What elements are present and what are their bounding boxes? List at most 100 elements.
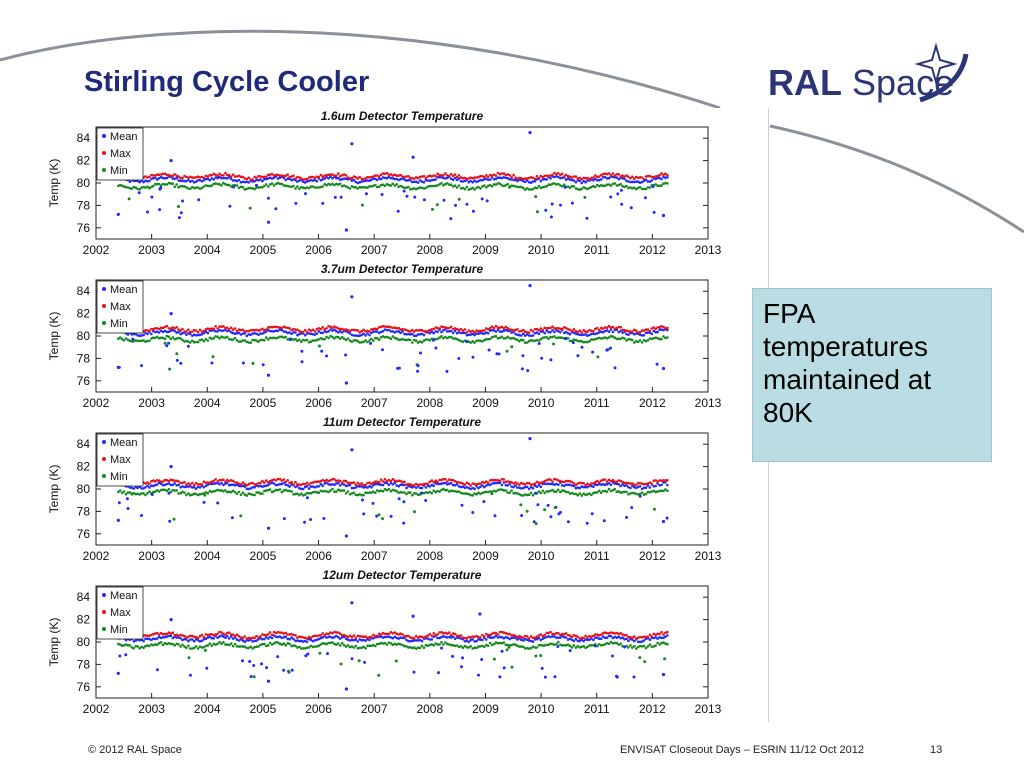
data-point-min xyxy=(656,641,659,645)
data-point-mean xyxy=(140,514,143,517)
data-point-min xyxy=(136,492,139,496)
data-point-min xyxy=(409,338,412,342)
data-point-mean xyxy=(428,331,432,335)
data-point-max xyxy=(379,325,383,328)
data-point-max xyxy=(547,326,550,330)
data-point-min xyxy=(435,203,439,207)
data-point-mean xyxy=(424,486,428,489)
data-point-mean xyxy=(420,639,424,643)
data-point-min xyxy=(576,493,580,497)
data-point-min xyxy=(172,517,176,521)
data-point-max xyxy=(490,325,494,328)
data-point-min xyxy=(309,644,313,648)
data-point-mean xyxy=(627,333,630,337)
data-point-max xyxy=(594,174,597,177)
data-point-max xyxy=(144,634,147,637)
data-point-mean xyxy=(270,636,274,640)
data-point-mean xyxy=(126,333,130,336)
data-point-mean xyxy=(237,639,241,642)
data-point-max xyxy=(424,330,428,333)
data-point-min xyxy=(418,646,422,650)
data-point-min xyxy=(541,644,545,647)
data-point-max xyxy=(189,175,192,179)
data-point-mean xyxy=(313,333,317,336)
data-point-mean xyxy=(301,180,305,183)
y-tick-label: 84 xyxy=(77,437,91,451)
data-point-mean xyxy=(434,178,438,181)
data-point-mean xyxy=(126,507,130,510)
data-point-max xyxy=(654,327,657,331)
data-point-mean xyxy=(327,177,330,180)
data-point-min xyxy=(266,185,270,188)
x-tick-label: 2006 xyxy=(305,702,332,716)
data-point-max xyxy=(226,326,229,330)
x-tick-label: 2002 xyxy=(83,243,110,257)
data-point-mean xyxy=(586,334,589,337)
data-point-min xyxy=(627,337,630,341)
data-point-min xyxy=(173,489,176,492)
data-point-mean xyxy=(227,637,231,640)
data-point-min xyxy=(580,645,583,649)
data-point-min xyxy=(510,665,514,669)
data-point-min xyxy=(214,182,217,185)
data-point-min xyxy=(411,493,414,497)
data-point-min xyxy=(278,335,282,339)
data-point-mean xyxy=(226,177,229,180)
data-point-min xyxy=(272,642,276,645)
data-point-max xyxy=(457,328,461,332)
data-point-max xyxy=(617,479,620,482)
data-point-min xyxy=(196,186,200,189)
data-point-max xyxy=(500,325,504,329)
data-point-mean xyxy=(453,484,457,487)
data-point-mean xyxy=(214,482,217,485)
data-point-mean xyxy=(564,483,568,486)
data-point-max xyxy=(597,481,601,484)
data-point-mean xyxy=(532,520,536,524)
data-point-min xyxy=(338,337,342,340)
data-point-max xyxy=(268,631,272,634)
data-point-mean xyxy=(479,638,482,642)
data-point-max xyxy=(434,479,438,482)
data-point-max xyxy=(375,634,379,638)
data-point-mean xyxy=(617,635,620,638)
data-point-max xyxy=(541,328,545,332)
data-point-max xyxy=(516,327,519,331)
data-point-min xyxy=(512,492,515,495)
data-point-mean xyxy=(264,484,268,487)
data-point-mean xyxy=(444,328,447,331)
data-point-max xyxy=(479,482,482,485)
data-point-mean xyxy=(460,503,464,507)
data-point-max xyxy=(319,634,323,637)
data-point-max xyxy=(241,175,245,179)
data-point-mean xyxy=(292,178,295,181)
data-point-min xyxy=(459,645,463,648)
data-point-mean xyxy=(465,639,469,643)
data-point-mean xyxy=(391,177,395,180)
data-point-max xyxy=(259,481,262,485)
data-point-mean xyxy=(568,332,572,336)
data-point-mean xyxy=(572,179,576,182)
data-point-max xyxy=(662,325,665,329)
data-point-min xyxy=(175,183,178,186)
data-point-mean xyxy=(422,198,426,202)
data-point-min xyxy=(117,337,120,341)
data-point-max xyxy=(333,478,336,481)
data-point-min xyxy=(313,645,317,648)
data-point-mean xyxy=(268,482,272,485)
data-point-min xyxy=(623,185,626,189)
data-point-mean xyxy=(358,638,362,641)
data-point-min xyxy=(274,488,278,492)
data-point-min xyxy=(664,488,667,491)
data-point-mean xyxy=(574,180,578,184)
data-point-min xyxy=(490,643,494,647)
data-point-max xyxy=(461,636,465,639)
data-point-mean xyxy=(399,331,402,335)
data-point-mean xyxy=(251,180,254,183)
x-tick-label: 2005 xyxy=(250,549,277,563)
data-point-min xyxy=(586,340,589,344)
data-point-mean xyxy=(362,638,365,642)
data-point-min xyxy=(231,644,235,648)
data-point-mean xyxy=(222,635,225,638)
data-point-min xyxy=(391,335,395,338)
